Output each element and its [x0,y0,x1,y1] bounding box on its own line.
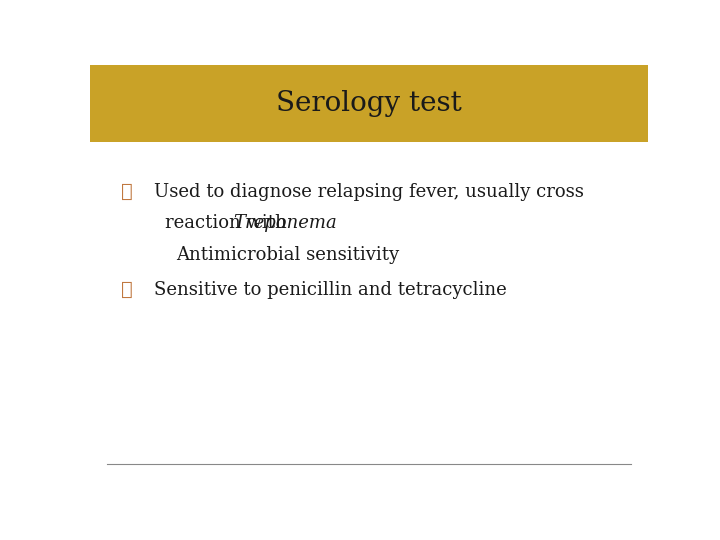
Text: Used to diagnose relapsing fever, usually cross: Used to diagnose relapsing fever, usuall… [154,183,584,201]
Text: ∾: ∾ [121,183,132,201]
Text: Serology test: Serology test [276,90,462,117]
FancyBboxPatch shape [90,65,648,141]
Text: Antimicrobial sensitivity: Antimicrobial sensitivity [176,246,400,264]
Text: Sensitive to penicillin and tetracycline: Sensitive to penicillin and tetracycline [154,281,507,299]
Text: ∾: ∾ [121,281,132,299]
Text: reaction with: reaction with [166,214,293,233]
Text: Treponema: Treponema [233,214,337,233]
